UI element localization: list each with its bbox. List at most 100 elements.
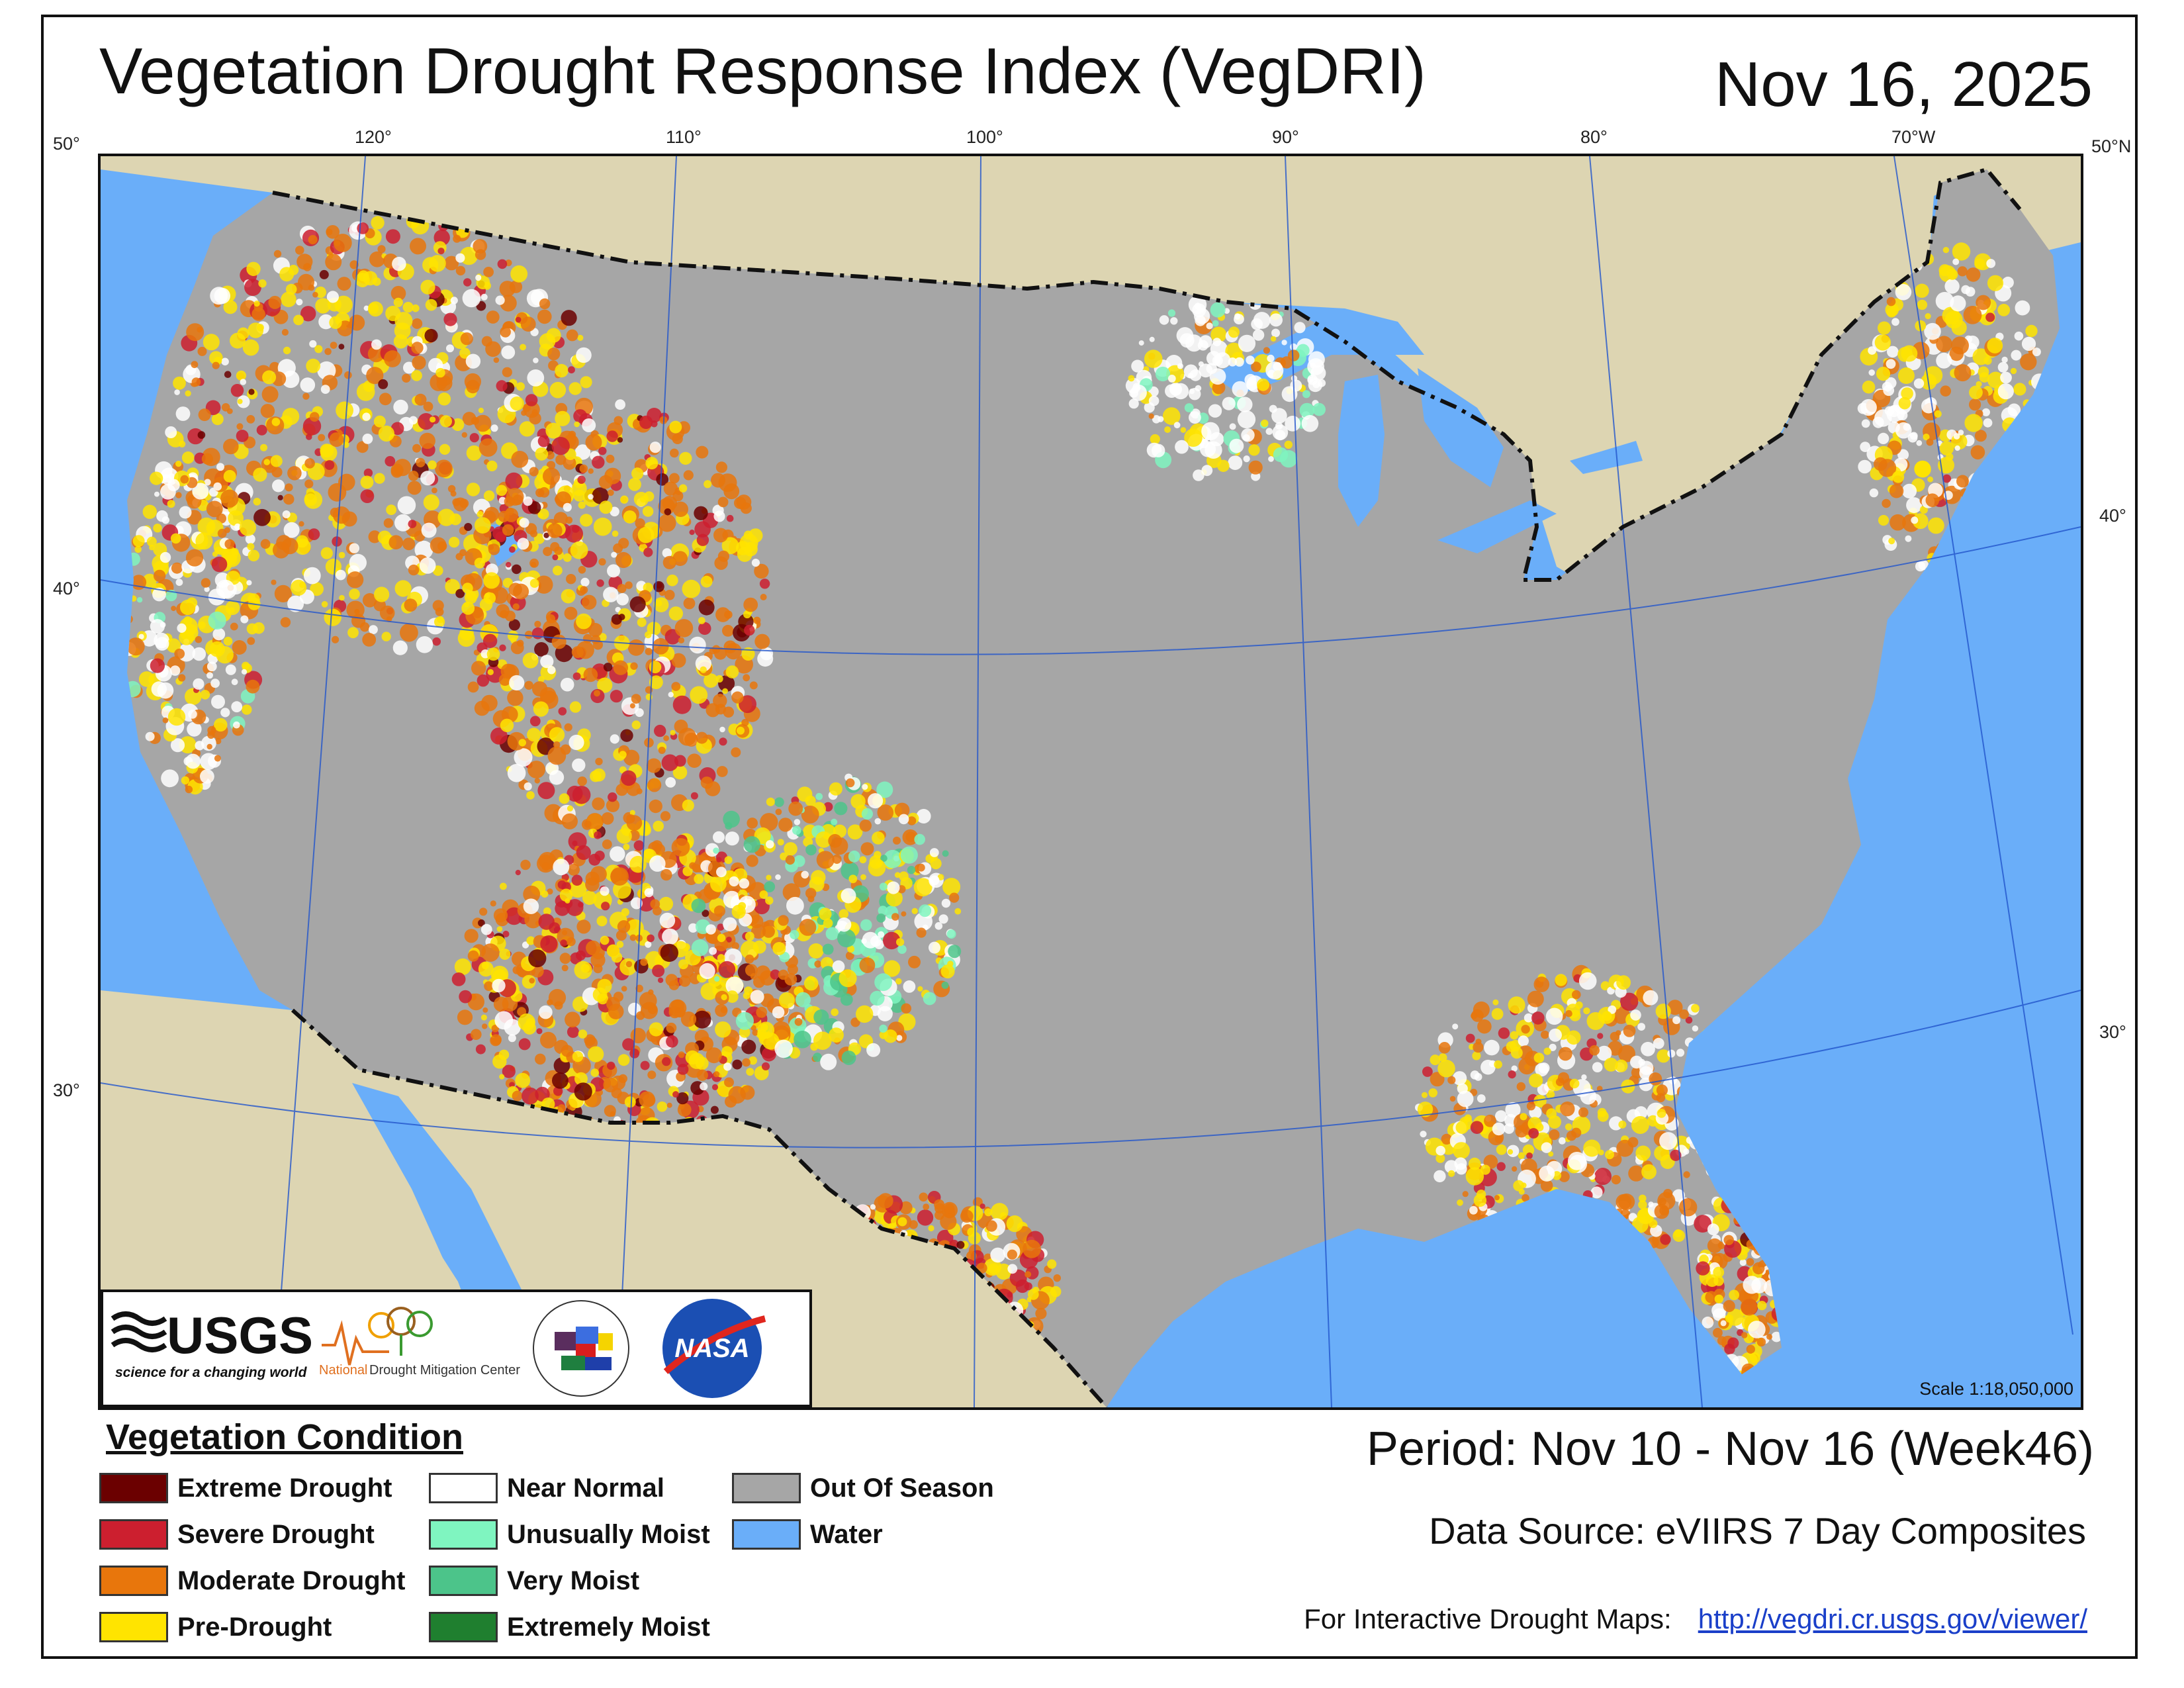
condition-patch <box>1762 1254 1772 1263</box>
condition-patch <box>490 1034 502 1045</box>
condition-patch <box>1721 1041 1729 1050</box>
condition-patch <box>481 943 500 962</box>
condition-patch <box>513 583 529 600</box>
condition-patch <box>185 390 191 397</box>
condition-patch <box>1586 1012 1605 1030</box>
condition-patch <box>302 417 322 436</box>
condition-patch <box>710 1105 719 1114</box>
condition-patch <box>663 481 678 496</box>
condition-patch <box>213 482 222 491</box>
condition-patch <box>629 810 635 816</box>
condition-patch <box>253 508 271 526</box>
condition-patch <box>2006 457 2021 472</box>
condition-patch <box>206 500 223 518</box>
condition-patch <box>1641 1041 1655 1056</box>
condition-patch <box>717 933 726 943</box>
condition-patch <box>705 1047 722 1064</box>
condition-patch <box>1265 428 1273 435</box>
condition-patch <box>1927 476 1934 483</box>
vegdri-map[interactable]: USGS science for a changing world Nation… <box>98 154 2083 1410</box>
condition-patch <box>1615 1230 1630 1245</box>
condition-patch <box>560 744 571 755</box>
condition-patch <box>539 687 557 704</box>
condition-patch <box>1512 1166 1518 1172</box>
legend-item-extremely-moist: Extremely Moist <box>429 1610 710 1644</box>
condition-patch <box>1702 1152 1717 1168</box>
condition-patch <box>828 833 842 848</box>
condition-patch <box>1794 1253 1806 1266</box>
legend-label: Moderate Drought <box>177 1566 406 1595</box>
condition-patch <box>523 782 532 791</box>
condition-patch <box>558 707 567 716</box>
condition-patch <box>170 738 185 753</box>
condition-patch <box>127 599 131 606</box>
condition-patch <box>1251 361 1261 372</box>
condition-patch <box>569 879 587 898</box>
condition-patch <box>170 533 181 544</box>
condition-patch <box>386 504 396 516</box>
condition-patch <box>475 517 491 534</box>
condition-patch <box>306 358 321 373</box>
condition-patch <box>584 820 592 828</box>
condition-patch <box>672 1091 679 1098</box>
condition-patch <box>418 413 435 430</box>
condition-patch <box>746 1068 754 1076</box>
condition-patch <box>1936 352 1952 369</box>
condition-patch <box>437 541 447 551</box>
condition-patch <box>529 530 538 538</box>
legend-swatch <box>99 1519 168 1550</box>
condition-patch <box>1724 1102 1731 1108</box>
condition-patch <box>548 989 567 1007</box>
condition-patch <box>1706 1274 1719 1288</box>
condition-patch <box>256 424 267 436</box>
condition-patch <box>1917 299 1928 310</box>
condition-patch <box>1940 385 1951 397</box>
condition-patch <box>136 597 143 603</box>
legend-label: Extreme Drought <box>177 1473 392 1503</box>
condition-patch <box>1195 315 1206 326</box>
condition-patch <box>490 900 496 907</box>
condition-patch <box>2034 438 2048 451</box>
condition-patch <box>1977 494 1990 508</box>
condition-patch <box>460 332 473 346</box>
condition-patch <box>1007 1249 1017 1260</box>
condition-patch <box>522 652 539 669</box>
condition-patch <box>647 778 662 792</box>
lake-huron <box>1418 368 1504 487</box>
condition-patch <box>674 720 688 733</box>
condition-patch <box>1528 1128 1539 1139</box>
condition-patch <box>845 951 854 961</box>
condition-patch <box>501 345 516 359</box>
condition-patch <box>694 874 704 884</box>
interactive-maps-link[interactable]: http://vegdri.cr.usgs.gov/viewer/ <box>1698 1603 2087 1634</box>
condition-patch <box>373 415 386 428</box>
partner-logos-panel: USGS science for a changing world Nation… <box>101 1289 812 1407</box>
condition-patch <box>153 524 162 533</box>
map-date: Nov 16, 2025 <box>1714 49 2093 120</box>
condition-patch <box>1771 1306 1787 1321</box>
condition-patch <box>592 797 605 810</box>
condition-patch <box>419 432 435 449</box>
condition-patch <box>285 283 297 295</box>
condition-patch <box>615 551 632 569</box>
condition-patch <box>1744 1150 1754 1160</box>
condition-patch <box>420 471 435 486</box>
condition-patch <box>1462 1191 1469 1197</box>
condition-patch <box>502 367 512 377</box>
condition-patch <box>547 888 553 895</box>
lake-erie <box>1437 500 1557 553</box>
condition-patch <box>1969 385 1983 400</box>
condition-patch <box>1860 399 1877 416</box>
condition-patch <box>574 1082 592 1101</box>
condition-patch <box>601 812 614 825</box>
condition-patch <box>394 322 411 340</box>
condition-patch <box>349 588 360 600</box>
condition-patch <box>1131 359 1144 373</box>
condition-patch <box>1637 1023 1646 1031</box>
condition-patch <box>1921 399 1936 414</box>
condition-patch <box>725 665 739 679</box>
condition-patch <box>553 741 561 749</box>
condition-patch <box>724 856 733 865</box>
condition-patch <box>713 847 719 854</box>
condition-patch <box>600 935 610 945</box>
